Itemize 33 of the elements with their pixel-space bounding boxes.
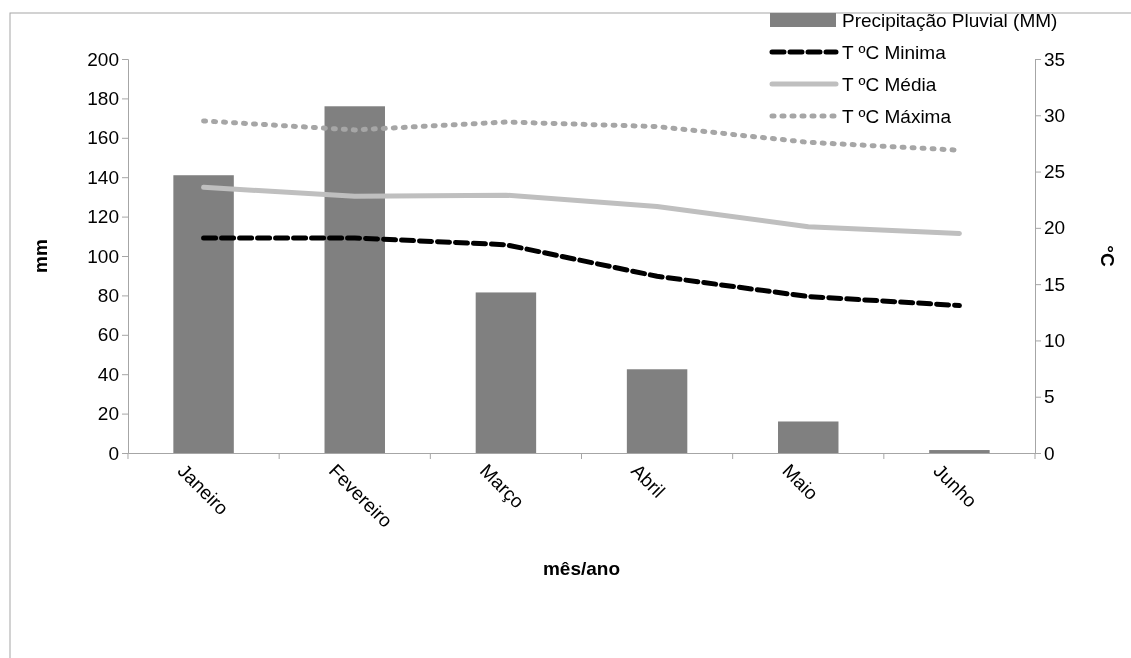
y-tick-label: 140 — [87, 166, 119, 188]
y-tick-label: 60 — [97, 324, 119, 346]
y-tick-label: 200 — [87, 48, 119, 70]
y-tick-label: 20 — [97, 403, 119, 425]
legend-label: Precipitação Pluvial (MM) — [842, 9, 1058, 31]
y2-tick-label: 5 — [1044, 386, 1055, 408]
y-tick-label: 100 — [87, 245, 119, 267]
x-tick-label: Abril — [627, 460, 669, 502]
bar — [626, 369, 688, 453]
legend-label: T ºC Minima — [842, 41, 947, 63]
y2-tick-label: 25 — [1044, 161, 1066, 183]
y2-axis-title: °C — [1097, 245, 1118, 267]
y-tick-label: 80 — [97, 284, 119, 306]
y2-tick-label: 0 — [1044, 442, 1055, 464]
y-tick-label: 40 — [97, 363, 119, 385]
bar — [475, 292, 537, 453]
y-tick-label: 0 — [108, 442, 119, 464]
y2-tick-label: 35 — [1044, 48, 1066, 70]
y-tick-label: 180 — [87, 87, 119, 109]
y2-tick-label: 15 — [1044, 273, 1066, 295]
y2-tick-label: 20 — [1044, 217, 1066, 239]
y2-tick-label: 10 — [1044, 330, 1066, 352]
y-tick-label: 120 — [87, 206, 119, 228]
bar — [778, 421, 839, 453]
bar — [929, 450, 990, 453]
legend-label: T ºC Média — [842, 73, 937, 95]
bar — [173, 175, 234, 453]
bar — [324, 106, 385, 453]
y2-tick-label: 30 — [1044, 104, 1066, 126]
x-axis-title: mês/ano — [542, 558, 621, 579]
legend-label: T ºC Máxima — [842, 105, 952, 127]
y-axis-title: mm — [30, 239, 51, 273]
y-tick-label: 160 — [87, 127, 119, 149]
